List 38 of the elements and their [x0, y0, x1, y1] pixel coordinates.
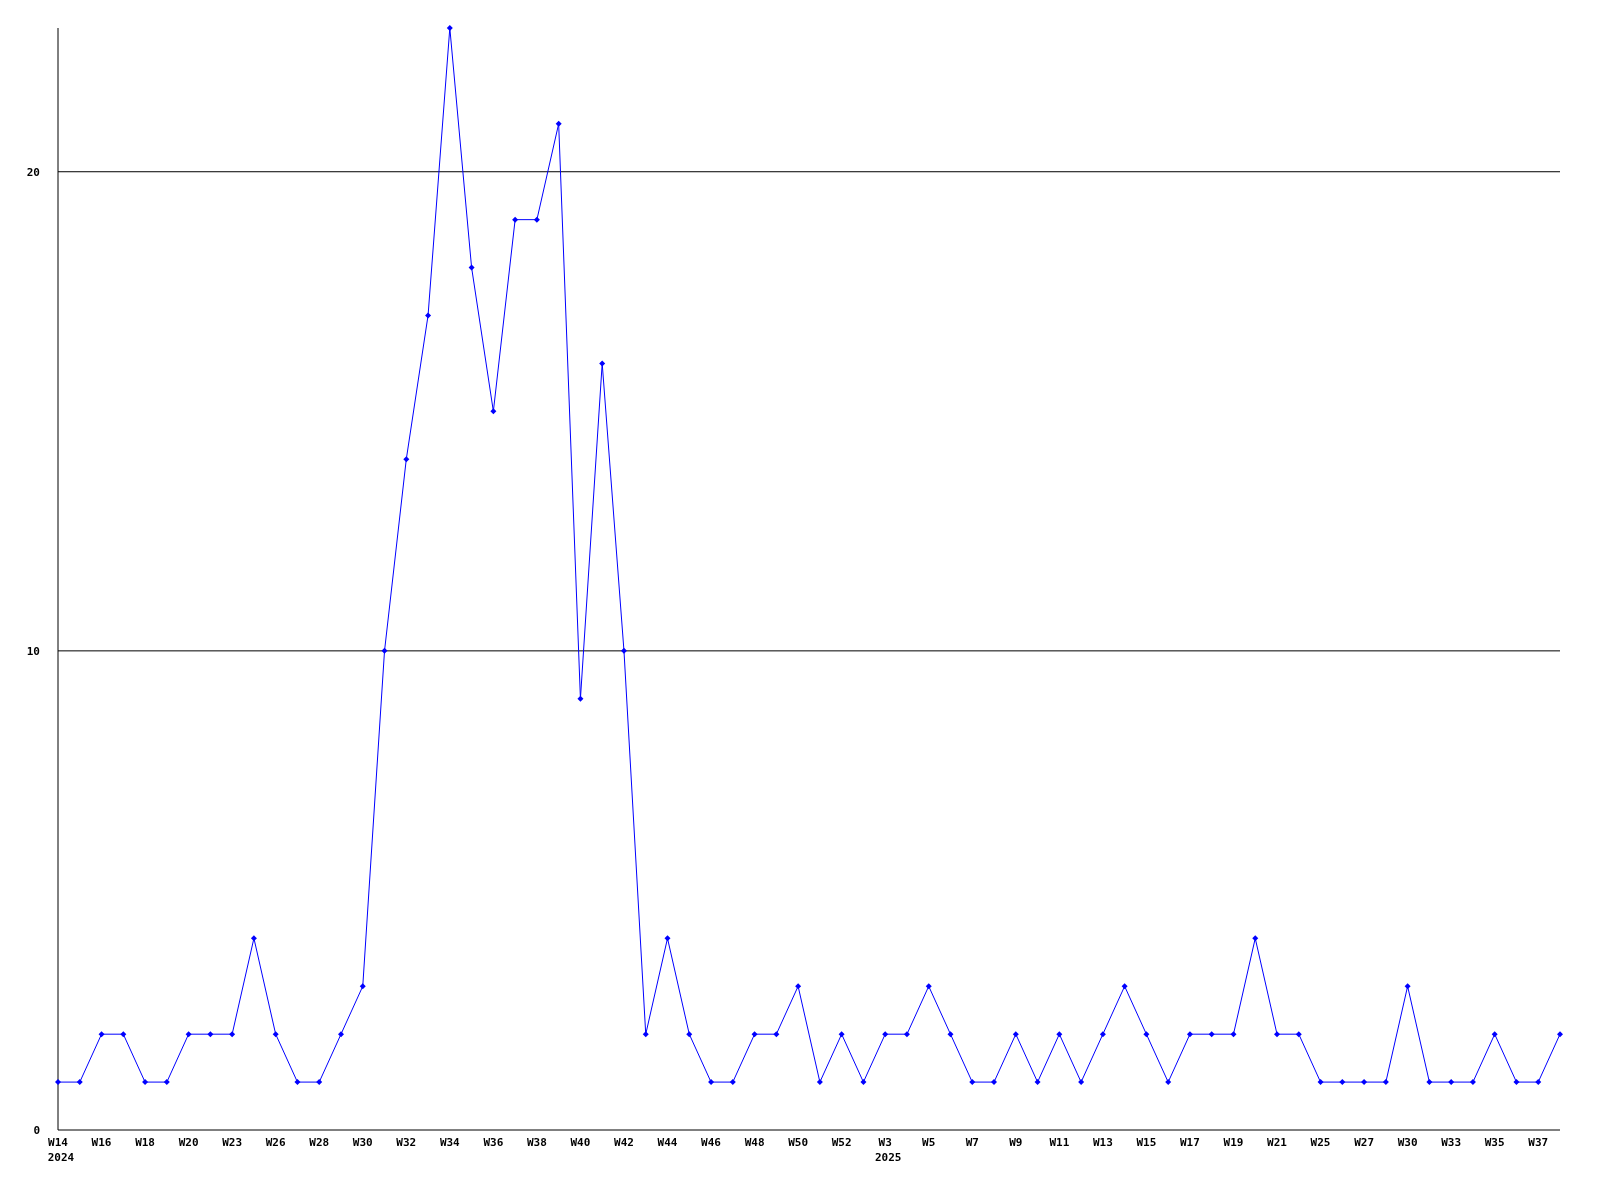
x-tick-label: W40	[570, 1136, 591, 1149]
x-tick-label: W19	[1223, 1136, 1244, 1149]
x-tick-label: W13	[1092, 1136, 1113, 1149]
x-tick-label: W44	[657, 1136, 678, 1149]
x-tick-label: W30	[1397, 1136, 1418, 1149]
x-tick-label: W52	[831, 1136, 852, 1149]
x-tick-label: W32	[396, 1136, 417, 1149]
x-tick-label: W11	[1049, 1136, 1070, 1149]
x-tick-label: W35	[1484, 1136, 1505, 1149]
y-tick-label: 10	[26, 644, 40, 658]
x-tick-label: W9	[1009, 1136, 1023, 1149]
x-tick-label: W25	[1310, 1136, 1331, 1149]
x-tick-label: W5	[922, 1136, 936, 1149]
x-tick-label: W18	[135, 1136, 156, 1149]
x-tick-label: W16	[91, 1136, 112, 1149]
x-tick-label: W42	[614, 1136, 634, 1149]
x-tick-label: W14 2024	[47, 1136, 75, 1164]
x-tick-label: W23	[222, 1136, 243, 1149]
x-tick-label: W38	[526, 1136, 547, 1149]
x-tick-label: W15	[1136, 1136, 1157, 1149]
x-tick-label: W28	[309, 1136, 330, 1149]
y-tick-label: 20	[26, 165, 40, 179]
x-tick-label: W50	[788, 1136, 809, 1149]
x-tick-label: W3 2025	[874, 1136, 902, 1164]
x-tick-label: W17	[1180, 1136, 1200, 1149]
x-tick-label: W26	[265, 1136, 286, 1149]
x-tick-label: W30	[352, 1136, 373, 1149]
x-tick-label: W36	[483, 1136, 504, 1149]
x-tick-label: W33	[1441, 1136, 1462, 1149]
x-tick-label: W48	[744, 1136, 765, 1149]
y-tick-label: 0	[33, 1123, 40, 1137]
x-tick-label: W7	[965, 1136, 979, 1149]
x-tick-label: W27	[1354, 1136, 1375, 1149]
x-tick-label: W46	[701, 1136, 722, 1149]
x-tick-label: W21	[1267, 1136, 1288, 1149]
x-tick-label: W34	[439, 1136, 461, 1149]
x-tick-label: W37	[1528, 1136, 1549, 1149]
x-tick-label: W20	[178, 1136, 199, 1149]
